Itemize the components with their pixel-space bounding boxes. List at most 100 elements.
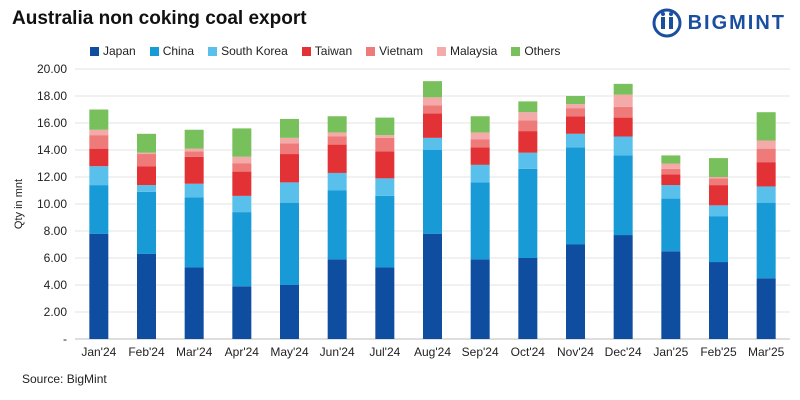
- bar-segment-south-korea: [470, 164, 490, 183]
- legend-item-vietnam: Vietnam: [366, 44, 423, 58]
- bar-segment-south-korea: [280, 182, 299, 203]
- bar-segment-taiwan: [613, 117, 633, 137]
- bar-segment-others: [756, 112, 776, 141]
- legend-label: Malaysia: [449, 44, 498, 58]
- bar-segment-others: [518, 101, 538, 113]
- bar-segment-vietnam: [518, 120, 538, 132]
- bar-segment-taiwan: [327, 144, 347, 173]
- legend-item-others: Others: [511, 44, 560, 58]
- bar-segment-taiwan: [232, 171, 252, 196]
- bar-segment-malaysia: [709, 177, 728, 179]
- bar-segment-malaysia: [756, 140, 776, 149]
- bar-segment-china: [137, 191, 156, 254]
- bar-segment-others: [709, 158, 728, 177]
- bar-segment-malaysia: [518, 112, 538, 121]
- x-tick-label: Apr'24: [225, 345, 260, 359]
- brand-name: BIGMINT: [687, 11, 786, 34]
- bar-segment-china: [709, 216, 728, 263]
- x-tick-label: Aug'24: [414, 345, 451, 359]
- legend-item-japan: Japan: [90, 44, 136, 58]
- legend-swatch: [436, 46, 446, 56]
- legend-swatch: [301, 46, 311, 56]
- bar-segment-taiwan: [661, 174, 681, 186]
- bar-segment-japan: [661, 251, 681, 339]
- bar-segment-japan: [709, 262, 728, 339]
- y-tick-label: 14.00: [37, 143, 67, 157]
- bar-segment-japan: [566, 244, 585, 339]
- bar-segment-south-korea: [661, 185, 681, 199]
- bar-segment-china: [375, 195, 395, 268]
- bar-segment-taiwan: [470, 147, 490, 165]
- bar-segment-vietnam: [89, 135, 109, 149]
- bar-segment-vietnam: [280, 143, 299, 155]
- bar-segment-taiwan: [566, 116, 585, 134]
- bar-segment-japan: [423, 233, 442, 339]
- x-tick-label: Sep'24: [462, 345, 499, 359]
- bar-segment-south-korea: [518, 152, 538, 169]
- bar-segment-japan: [184, 267, 204, 339]
- chart-legend: Japan China South Korea Taiwan Vietnam Malays…: [90, 44, 560, 58]
- bar-segment-vietnam: [184, 151, 204, 157]
- legend-label: Japan: [103, 44, 136, 58]
- bar-segment-south-korea: [566, 133, 585, 148]
- bar-segment-others: [661, 155, 681, 164]
- bar-segment-taiwan: [756, 162, 776, 187]
- bar-segment-taiwan: [423, 113, 442, 138]
- legend-item-taiwan: Taiwan: [301, 44, 353, 58]
- x-tick-label: Mar'24: [176, 345, 213, 359]
- y-tick-label: 20.00: [37, 62, 67, 76]
- bar-segment-japan: [232, 286, 252, 339]
- x-tick-label: Feb'25: [700, 345, 737, 359]
- bar-segment-japan: [375, 267, 395, 339]
- x-tick-label: Oct'24: [511, 345, 546, 359]
- chart-title: Australia non coking coal export: [12, 8, 307, 29]
- bar-segment-china: [89, 185, 109, 234]
- y-tick-label: 2.00: [44, 305, 68, 319]
- y-tick-label: 10.00: [37, 197, 67, 211]
- bar-segment-vietnam: [756, 148, 776, 163]
- bar-segment-china: [756, 202, 776, 279]
- bar-segment-malaysia: [470, 132, 490, 140]
- legend-label: Others: [524, 44, 561, 58]
- y-tick-label: 12.00: [37, 170, 67, 184]
- x-tick-label: Mar'25: [748, 345, 785, 359]
- bar-segment-china: [518, 168, 538, 258]
- legend-swatch: [208, 46, 218, 56]
- y-tick-label: 16.00: [37, 116, 67, 130]
- bar-segment-south-korea: [232, 195, 252, 213]
- bar-segment-vietnam: [327, 136, 347, 145]
- legend-label: Taiwan: [314, 44, 353, 58]
- bar-segment-taiwan: [280, 154, 299, 183]
- x-tick-label: Jul'24: [369, 345, 400, 359]
- bar-segment-others: [327, 116, 347, 133]
- x-tick-label: May'24: [270, 345, 309, 359]
- bar-segment-others: [375, 117, 395, 136]
- bar-segment-japan: [280, 285, 299, 339]
- bar-segment-south-korea: [327, 172, 347, 191]
- bar-segment-others: [280, 118, 299, 138]
- bar-segment-malaysia: [613, 94, 633, 107]
- legend-item-south-korea: South Korea: [208, 44, 288, 58]
- bar-segment-others: [232, 128, 252, 157]
- bar-segment-others: [470, 116, 490, 133]
- legend-label: China: [162, 44, 195, 58]
- bar-segment-china: [280, 202, 299, 285]
- bar-segment-china: [423, 150, 442, 234]
- bar-segment-japan: [613, 235, 633, 339]
- bar-segment-china: [184, 197, 204, 268]
- bar-segment-others: [137, 133, 156, 153]
- bar-segment-vietnam: [661, 168, 681, 175]
- bar-segment-others: [184, 129, 204, 149]
- bar-segment-vietnam: [232, 163, 252, 172]
- bar-segment-malaysia: [375, 135, 395, 138]
- bar-segment-japan: [137, 253, 156, 339]
- legend-item-china: China: [149, 44, 195, 58]
- bar-segment-china: [566, 147, 585, 245]
- bar-segment-south-korea: [89, 166, 109, 186]
- bar-segment-china: [327, 190, 347, 260]
- bar-segment-others: [613, 83, 633, 95]
- x-tick-label: Nov'24: [557, 345, 594, 359]
- bar-segment-japan: [470, 259, 490, 339]
- x-tick-label: Jun'24: [320, 345, 355, 359]
- y-tick-label: 4.00: [44, 278, 68, 292]
